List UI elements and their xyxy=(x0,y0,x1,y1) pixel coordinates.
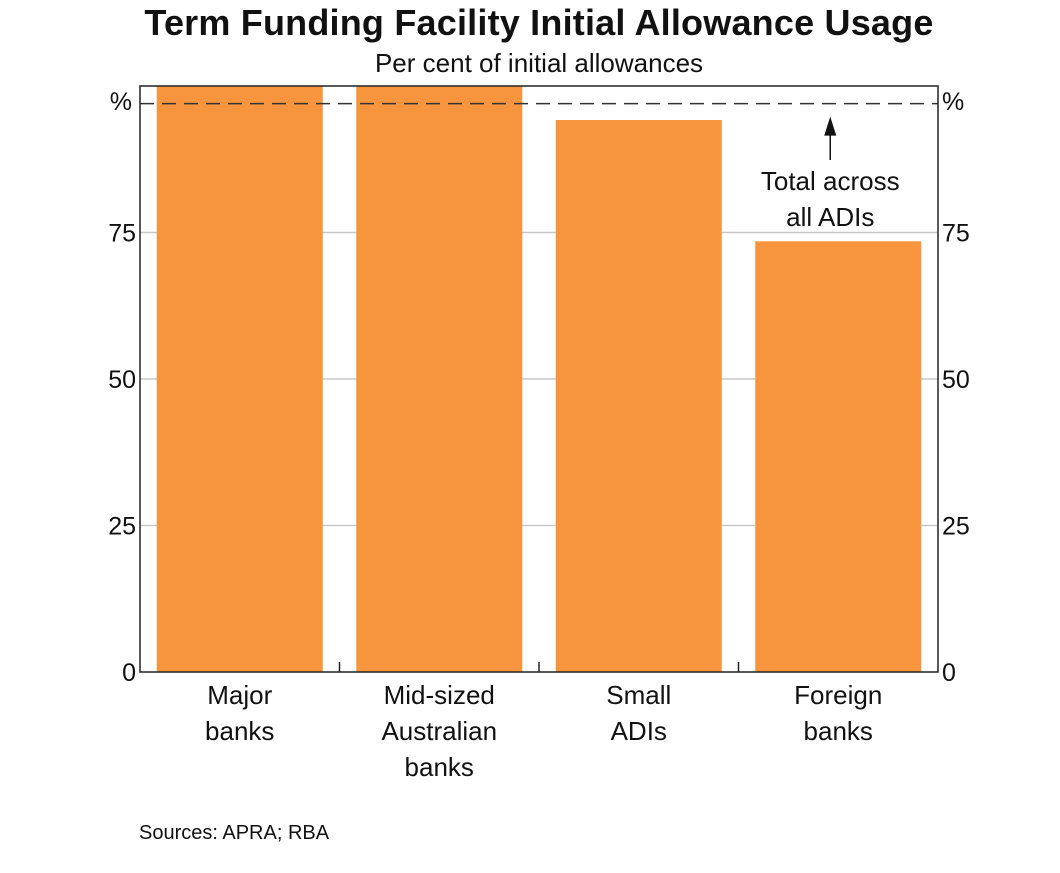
y-tick-label-left: 0 xyxy=(122,659,136,687)
y-tick-label-left: 75 xyxy=(108,220,136,248)
y-tick-label-right: 75 xyxy=(942,220,970,248)
category-label: Foreign xyxy=(794,680,882,710)
category-label: banks xyxy=(205,716,274,746)
category-label: ADIs xyxy=(611,716,667,746)
y-tick-label-right: 0 xyxy=(942,659,956,687)
annotation-label: Total across xyxy=(761,166,900,196)
bar xyxy=(156,86,323,672)
y-tick-label-right: 25 xyxy=(942,513,970,541)
category-label: Australian xyxy=(381,716,497,746)
y-tick-label-right: 50 xyxy=(942,366,970,394)
y-unit-left: % xyxy=(110,88,132,116)
y-tick-label-left: 25 xyxy=(108,513,136,541)
y-tick-label-left: 50 xyxy=(108,366,136,394)
category-label: banks xyxy=(405,752,474,782)
annotation-arrowhead xyxy=(824,116,837,136)
y-unit-right: % xyxy=(942,88,964,116)
chart-subtitle: Per cent of initial allowances xyxy=(374,48,704,78)
category-label: Small xyxy=(606,680,671,710)
bar xyxy=(755,241,922,673)
category-label: Major xyxy=(207,680,272,710)
annotation-label: all ADIs xyxy=(786,202,874,232)
chart-title: Term Funding Facility Initial Allowance … xyxy=(144,2,934,43)
bar xyxy=(356,86,523,672)
category-label: banks xyxy=(804,716,873,746)
source-note: Sources: APRA; RBA xyxy=(139,822,330,844)
category-label: Mid-sized xyxy=(384,680,495,710)
bar xyxy=(555,119,722,673)
